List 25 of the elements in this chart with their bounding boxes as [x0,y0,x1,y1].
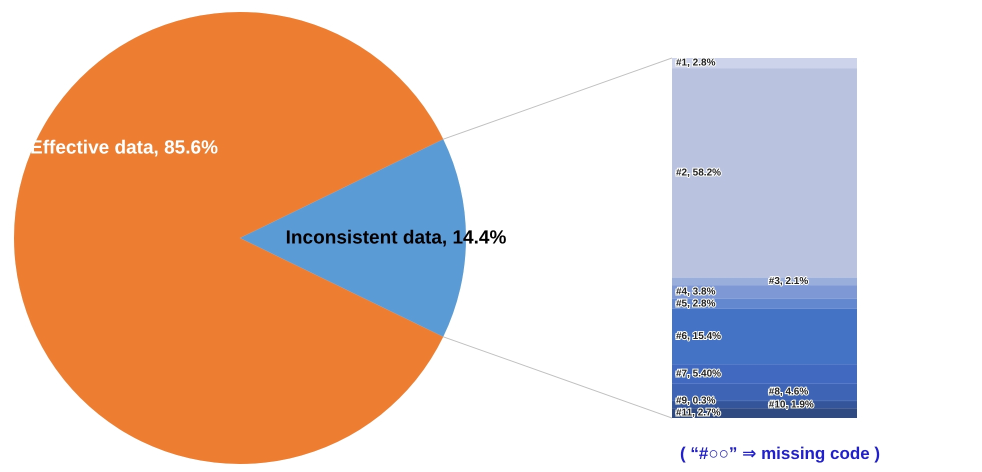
series-label: #2, [676,167,690,178]
data-label: 0.3% [692,395,716,406]
data-label: 2.8% [692,298,716,310]
series-label: #5, [676,298,690,310]
data-label: 2.1% [785,276,808,287]
slice-label: Effective data, 85.6% [30,138,218,158]
data-label: 58.2% [692,167,722,178]
data-label: 3.8% [692,286,716,298]
bar [672,68,857,278]
series-label: #4, [676,286,690,298]
data-label: 15.4% [692,331,722,342]
series-label: #7, [676,368,690,380]
series-label: #9, [676,395,690,406]
text: ( “#○○” ⇒ missing code ) [680,444,880,463]
data-label: 1.9% [791,399,814,410]
series-label: #11, [676,408,696,419]
series-label: #6, [676,331,690,342]
data-label: 2.7% [698,408,721,419]
data-label: 4.6% [785,386,808,398]
series-label: #3, [768,276,783,287]
series-label: #10, [768,399,788,410]
series-label: #8, [768,386,783,398]
series-label: #1, [676,58,690,69]
data-label: 2.8% [692,58,716,69]
data-label: 5.40% [692,368,722,380]
